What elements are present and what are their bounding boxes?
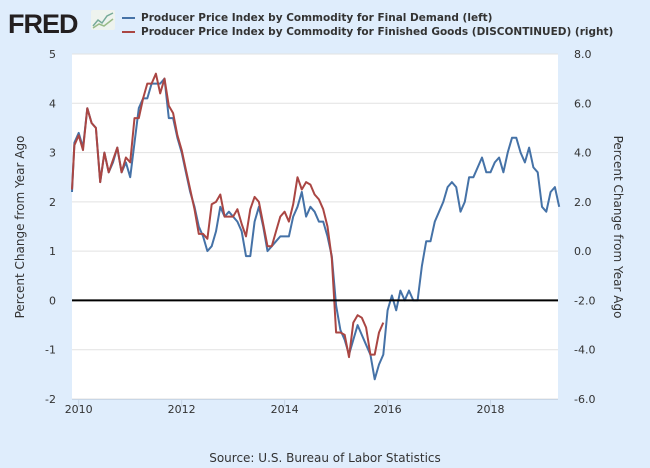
line-chart-icon	[91, 10, 115, 30]
x-tick-label: 2012	[168, 403, 196, 416]
y-tick-left: 5	[49, 48, 56, 61]
y-tick-right: 0.0	[574, 245, 592, 258]
x-tick-label: 2016	[374, 403, 402, 416]
x-tick-label: 2010	[65, 403, 93, 416]
y-tick-right: 6.0	[574, 97, 592, 110]
plot-area	[72, 54, 558, 399]
x-tick-label: 2014	[271, 403, 299, 416]
y-tick-left: -1	[45, 344, 56, 357]
y-tick-right: 4.0	[574, 147, 592, 160]
series-line-finished-goods	[71, 72, 385, 359]
y-tick-right: 8.0	[574, 48, 592, 61]
y-tick-left: 2	[49, 196, 56, 209]
fred-logo[interactable]: FRED	[8, 9, 78, 39]
legend-swatch	[122, 31, 135, 33]
y-axis-left-title: Percent Change from Year Ago	[13, 136, 27, 319]
source-note: Source: U.S. Bureau of Labor Statistics	[209, 451, 441, 465]
y-tick-right: -4.0	[574, 344, 595, 357]
y-tick-right: 2.0	[574, 196, 592, 209]
y-tick-left: 1	[49, 245, 56, 258]
legend-label: Producer Price Index by Commodity for Fi…	[141, 12, 493, 24]
y-tick-right: -6.0	[574, 393, 595, 406]
y-tick-left: 4	[49, 97, 56, 110]
legend-swatch	[122, 17, 135, 19]
y-tick-left: 3	[49, 147, 56, 160]
x-tick-label: 2018	[477, 403, 505, 416]
y-axis-right-title: Percent Change from Year Ago	[611, 136, 625, 319]
y-tick-left: 0	[49, 294, 56, 307]
legend-label: Producer Price Index by Commodity for Fi…	[141, 26, 614, 38]
y-tick-right: -2.0	[574, 294, 595, 307]
legend-item-finished-goods: Producer Price Index by Commodity for Fi…	[122, 26, 613, 38]
legend-item-final-demand: Producer Price Index by Commodity for Fi…	[122, 12, 492, 24]
y-tick-left: -2	[45, 393, 56, 406]
